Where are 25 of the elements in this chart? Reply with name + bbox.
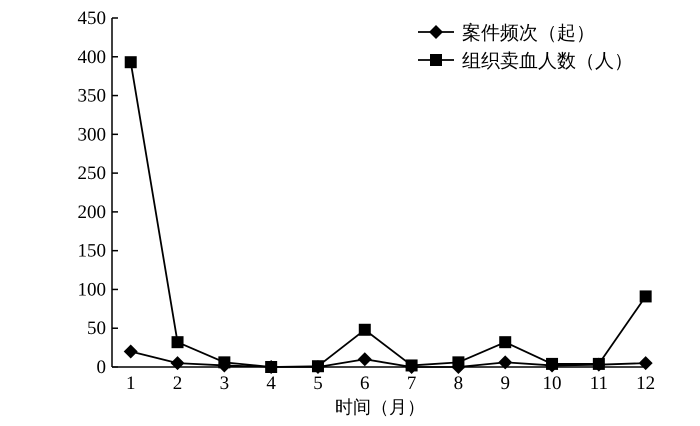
y-tick-label: 350 <box>78 86 106 107</box>
y-tick-label: 200 <box>78 202 106 223</box>
x-tick-label: 2 <box>172 373 182 394</box>
y-tick-label: 250 <box>78 163 106 184</box>
x-tick-label: 7 <box>406 373 416 394</box>
y-tick-label: 0 <box>96 357 106 378</box>
x-tick-label: 4 <box>266 373 276 394</box>
x-tick-label: 8 <box>454 373 464 394</box>
x-tick-label: 10 <box>542 373 562 394</box>
legend-label: 组织卖血人数（人） <box>462 51 633 72</box>
legend-label: 案件频次（起） <box>462 22 595 44</box>
y-tick-label: 50 <box>87 318 106 340</box>
x-axis-title: 时间（月） <box>335 397 425 417</box>
y-tick-label: 400 <box>78 46 106 68</box>
x-tick-label: 5 <box>313 373 323 394</box>
y-tick-label: 100 <box>78 279 106 300</box>
y-tick-label: 300 <box>78 124 106 146</box>
x-tick-label: 9 <box>500 373 510 394</box>
y-tick-label: 150 <box>78 240 106 262</box>
x-tick-label: 12 <box>636 373 656 394</box>
y-tick-label: 450 <box>78 8 106 29</box>
x-tick-label: 6 <box>360 373 370 394</box>
x-tick-label: 11 <box>590 373 608 394</box>
x-tick-label: 3 <box>220 373 230 394</box>
x-tick-label: 1 <box>126 373 136 394</box>
